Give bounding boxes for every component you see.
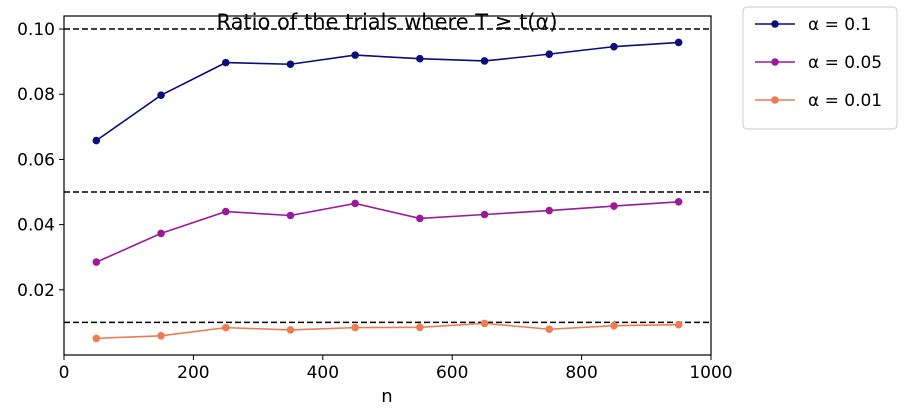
legend-label: α = 0.1 bbox=[808, 15, 871, 35]
data-point bbox=[351, 323, 359, 332]
data-point bbox=[221, 58, 230, 67]
data-point bbox=[610, 202, 618, 210]
data-point bbox=[92, 334, 101, 343]
legend-swatch-marker bbox=[771, 58, 779, 66]
data-point bbox=[545, 206, 554, 215]
legend-swatch-marker bbox=[771, 20, 779, 28]
legend-entry-2: α = 0.01 bbox=[755, 91, 882, 111]
data-point bbox=[674, 320, 683, 329]
legend-swatch-marker bbox=[771, 96, 779, 104]
series-0 bbox=[92, 38, 683, 145]
legend-box bbox=[742, 6, 898, 130]
series-line bbox=[96, 322, 679, 340]
data-point bbox=[351, 51, 359, 59]
data-point bbox=[480, 319, 489, 328]
y-tick-label: 0.02 bbox=[17, 281, 55, 301]
series-2 bbox=[92, 319, 683, 343]
data-point bbox=[674, 197, 683, 206]
x-tick-label: 1000 bbox=[689, 363, 732, 383]
data-point bbox=[92, 136, 101, 145]
x-tick-label: 200 bbox=[177, 363, 209, 383]
data-point bbox=[286, 211, 295, 220]
x-axis-label: n bbox=[381, 386, 392, 407]
legend: α = 0.1 α = 0.05 α = 0.01 bbox=[742, 6, 898, 130]
data-point bbox=[674, 38, 683, 47]
data-point bbox=[286, 60, 295, 69]
x-axis-ticks: 0 200 400 600 800 1000 bbox=[59, 355, 733, 383]
series-1 bbox=[92, 197, 683, 266]
x-tick-label: 0 bbox=[59, 363, 70, 383]
x-tick-label: 400 bbox=[307, 363, 339, 383]
y-tick-label: 0.06 bbox=[17, 150, 55, 170]
chart-title: Ratio of the trials where T ≥ t(α) bbox=[216, 10, 557, 34]
legend-entry-1: α = 0.05 bbox=[755, 53, 882, 73]
legend-entry-0: α = 0.1 bbox=[755, 15, 871, 35]
data-point bbox=[610, 42, 618, 51]
data-point bbox=[157, 331, 165, 340]
series-line bbox=[95, 41, 679, 142]
data-point bbox=[351, 199, 359, 208]
x-tick-label: 800 bbox=[565, 363, 597, 383]
data-point bbox=[286, 326, 295, 334]
x-tick-label: 600 bbox=[436, 363, 468, 383]
data-point bbox=[416, 323, 424, 332]
data-point bbox=[221, 323, 230, 332]
data-point bbox=[416, 54, 424, 63]
series-line bbox=[96, 200, 679, 263]
series-group bbox=[92, 38, 683, 343]
y-tick-label: 0.08 bbox=[17, 85, 55, 105]
y-axis-ticks: 0.02 0.04 0.06 0.08 0.10 bbox=[17, 20, 64, 301]
data-point bbox=[480, 57, 489, 65]
reference-lines bbox=[64, 28, 711, 324]
data-point bbox=[157, 91, 165, 100]
data-point bbox=[545, 325, 554, 334]
legend-label: α = 0.05 bbox=[808, 53, 882, 73]
data-point bbox=[416, 214, 424, 223]
data-point bbox=[545, 50, 554, 58]
data-point bbox=[221, 207, 230, 216]
y-tick-label: 0.10 bbox=[17, 20, 55, 40]
data-point bbox=[92, 258, 101, 266]
plot-area-frame bbox=[63, 15, 712, 356]
data-point bbox=[480, 210, 489, 219]
data-point bbox=[157, 229, 165, 238]
data-point bbox=[610, 321, 618, 330]
legend-label: α = 0.01 bbox=[808, 91, 882, 111]
y-tick-label: 0.04 bbox=[17, 216, 55, 236]
